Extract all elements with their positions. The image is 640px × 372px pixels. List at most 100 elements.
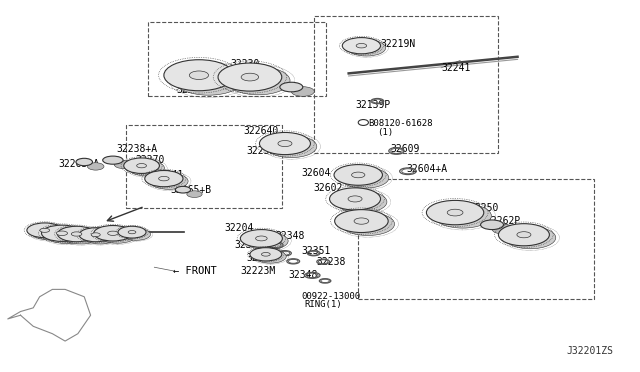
Ellipse shape (62, 228, 100, 244)
Text: RING(1): RING(1) (304, 300, 342, 309)
Text: (1): (1) (378, 128, 394, 137)
Ellipse shape (173, 64, 244, 95)
Text: 32348: 32348 (288, 270, 317, 280)
Ellipse shape (254, 250, 286, 263)
Ellipse shape (94, 225, 132, 241)
Ellipse shape (84, 230, 116, 244)
Text: 32609: 32609 (390, 144, 419, 154)
Ellipse shape (164, 60, 234, 91)
Ellipse shape (189, 71, 209, 80)
Text: B08120-61628: B08120-61628 (368, 119, 432, 128)
Ellipse shape (330, 188, 381, 210)
Ellipse shape (114, 161, 134, 169)
Text: 00922-13000: 00922-13000 (301, 292, 360, 301)
Ellipse shape (145, 170, 183, 187)
Text: 32348: 32348 (275, 231, 305, 241)
Text: 32245: 32245 (177, 85, 206, 95)
Text: 32342: 32342 (234, 240, 263, 250)
Ellipse shape (266, 135, 317, 158)
Text: 322640: 322640 (244, 126, 279, 136)
Ellipse shape (481, 220, 504, 230)
Text: 32237M: 32237M (246, 253, 282, 263)
Ellipse shape (58, 226, 96, 242)
Ellipse shape (280, 82, 303, 92)
Ellipse shape (354, 218, 369, 224)
Ellipse shape (426, 201, 484, 225)
Text: 32241: 32241 (441, 63, 470, 73)
Ellipse shape (255, 236, 267, 241)
Text: J32201ZS: J32201ZS (566, 346, 613, 356)
Ellipse shape (505, 227, 556, 249)
Ellipse shape (46, 227, 87, 244)
Ellipse shape (40, 228, 50, 232)
Text: 32253: 32253 (246, 146, 276, 156)
Ellipse shape (340, 167, 389, 188)
Ellipse shape (447, 209, 463, 216)
Ellipse shape (76, 158, 93, 166)
Ellipse shape (227, 67, 290, 95)
Ellipse shape (42, 225, 83, 241)
Text: 32238+A: 32238+A (116, 144, 157, 154)
Text: 32604: 32604 (301, 168, 330, 178)
Ellipse shape (150, 173, 188, 189)
Text: 32204: 32204 (225, 224, 254, 234)
Text: 32602: 32602 (346, 212, 375, 222)
Ellipse shape (517, 232, 531, 238)
Ellipse shape (137, 164, 147, 168)
Ellipse shape (348, 196, 362, 202)
Text: 32341: 32341 (154, 170, 184, 180)
Text: 32250: 32250 (470, 203, 499, 213)
Ellipse shape (124, 158, 159, 173)
Ellipse shape (129, 161, 164, 176)
Ellipse shape (128, 231, 136, 234)
Ellipse shape (102, 156, 123, 164)
Text: 32600M: 32600M (336, 198, 371, 208)
Ellipse shape (499, 224, 549, 246)
Text: 32223M: 32223M (241, 266, 276, 276)
Ellipse shape (218, 63, 282, 91)
Text: 32139P: 32139P (355, 100, 390, 110)
Ellipse shape (27, 223, 63, 238)
Ellipse shape (71, 232, 82, 236)
Text: 32270: 32270 (135, 155, 164, 165)
Ellipse shape (278, 141, 292, 147)
Ellipse shape (334, 164, 383, 185)
Text: 32602: 32602 (314, 183, 343, 193)
Ellipse shape (348, 40, 386, 56)
Ellipse shape (56, 231, 68, 235)
Ellipse shape (434, 204, 492, 228)
Text: 32230: 32230 (231, 59, 260, 69)
Ellipse shape (79, 228, 112, 242)
Ellipse shape (187, 191, 202, 198)
Ellipse shape (341, 212, 394, 235)
Ellipse shape (175, 186, 191, 193)
Ellipse shape (492, 224, 515, 234)
Ellipse shape (342, 38, 381, 54)
Ellipse shape (88, 163, 104, 170)
Ellipse shape (351, 172, 365, 178)
Text: 32219N: 32219N (381, 39, 416, 49)
Text: 32265+B: 32265+B (170, 185, 211, 195)
Ellipse shape (262, 253, 270, 256)
Text: 32604+A: 32604+A (406, 164, 447, 174)
Text: 32238: 32238 (317, 257, 346, 267)
Ellipse shape (159, 176, 169, 181)
Text: ← FRONT: ← FRONT (173, 266, 217, 276)
Ellipse shape (31, 225, 67, 240)
Ellipse shape (291, 87, 314, 96)
Ellipse shape (241, 73, 259, 81)
Text: 32272N: 32272N (505, 227, 540, 237)
Ellipse shape (108, 231, 118, 235)
Ellipse shape (336, 191, 387, 213)
Ellipse shape (356, 44, 367, 48)
Ellipse shape (118, 226, 146, 238)
Ellipse shape (91, 233, 100, 237)
Ellipse shape (99, 228, 136, 243)
Text: 32265+A: 32265+A (59, 159, 100, 169)
Ellipse shape (335, 210, 388, 232)
Text: 32262P: 32262P (486, 216, 521, 226)
Ellipse shape (122, 228, 150, 240)
Text: 32351: 32351 (301, 246, 330, 256)
Ellipse shape (241, 230, 282, 247)
Ellipse shape (259, 132, 310, 155)
